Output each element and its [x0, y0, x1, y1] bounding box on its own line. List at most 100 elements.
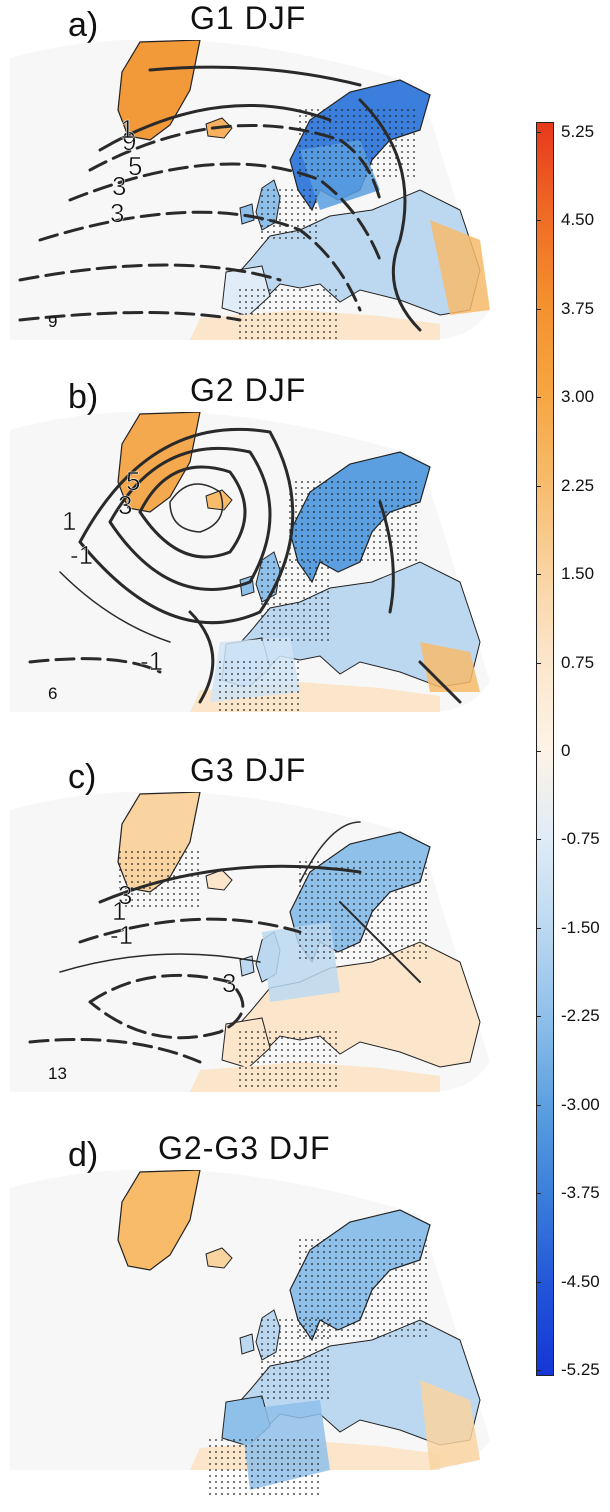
stipple-dot: [209, 1457, 211, 1459]
stipple-dot: [407, 1251, 409, 1253]
slp-contour: [59, 953, 261, 973]
stipple-dot: [273, 709, 275, 711]
stipple-dot: [279, 667, 281, 669]
stipple-dot: [347, 121, 349, 123]
stipple-dot: [343, 529, 345, 531]
stipple-dot: [343, 541, 345, 543]
stipple-dot: [285, 579, 287, 581]
stipple-dot: [245, 325, 247, 327]
stipple-dot: [383, 1281, 385, 1283]
stipple-dot: [299, 1469, 301, 1471]
stipple-dot: [311, 127, 313, 129]
stipple-dot: [273, 1379, 275, 1381]
stipple-dot: [321, 1379, 323, 1381]
stipple-dot: [395, 1287, 397, 1289]
stipple-dot: [323, 897, 325, 899]
stipple-dot: [311, 1311, 313, 1313]
stipple-dot: [329, 1073, 331, 1075]
stipple-dot: [299, 295, 301, 297]
stipple-dot: [371, 1269, 373, 1271]
stipple-dot: [279, 1367, 281, 1369]
stipple-dot: [391, 481, 393, 483]
stipple-dot: [307, 547, 309, 549]
stipple-dot: [335, 295, 337, 297]
stipple-dot: [291, 225, 293, 227]
stipple-dot: [407, 1239, 409, 1241]
stipple-dot: [267, 201, 269, 203]
stipple-dot: [215, 1469, 217, 1471]
stipple-dot: [279, 709, 281, 711]
stipple-dot: [293, 1055, 295, 1057]
stipple-dot: [323, 1085, 325, 1087]
stipple-dot: [287, 325, 289, 327]
stipple-dot: [245, 307, 247, 309]
stipple-dot: [291, 667, 293, 669]
stipple-dot: [281, 337, 283, 339]
stipple-dot: [327, 1355, 329, 1357]
stipple-dot: [341, 951, 343, 953]
stipple-dot: [379, 511, 381, 513]
stipple-dot: [249, 685, 251, 687]
stipple-dot: [317, 909, 319, 911]
stipple-dot: [317, 891, 319, 893]
stipple-dot: [365, 1335, 367, 1337]
stipple-dot: [371, 891, 373, 893]
stipple-dot: [303, 585, 305, 587]
stipple-dot: [347, 1245, 349, 1247]
stipple-dot: [365, 897, 367, 899]
stipple-dot: [173, 851, 175, 853]
stipple-dot: [329, 1079, 331, 1081]
stipple-dot: [185, 857, 187, 859]
stipple-dot: [125, 881, 127, 883]
stipple-dot: [349, 529, 351, 531]
stipple-dot: [371, 945, 373, 947]
stipple-dot: [287, 319, 289, 321]
stipple-dot: [279, 591, 281, 593]
stipple-dot: [299, 151, 301, 153]
stipple-dot: [395, 1329, 397, 1331]
stipple-dot: [311, 1475, 313, 1477]
stipple-dot: [359, 121, 361, 123]
stipple-dot: [353, 909, 355, 911]
stipple-dot: [225, 679, 227, 681]
stipple-dot: [309, 189, 311, 191]
stipple-dot: [251, 337, 253, 339]
stipple-dot: [373, 505, 375, 507]
stipple-dot: [407, 957, 409, 959]
stipple-dot: [299, 1061, 301, 1063]
stipple-dot: [311, 157, 313, 159]
stipple-dot: [413, 133, 415, 135]
contour-label: 3: [112, 171, 126, 201]
stipple-dot: [379, 553, 381, 555]
stipple-dot: [137, 905, 139, 907]
stipple-dot: [383, 1275, 385, 1277]
stipple-dot: [353, 1299, 355, 1301]
stipple-dot: [275, 1439, 277, 1441]
stipple-dot: [367, 499, 369, 501]
stipple-dot: [347, 1323, 349, 1325]
stipple-dot: [179, 869, 181, 871]
stipple-dot: [383, 1305, 385, 1307]
stipple-dot: [309, 219, 311, 221]
stipple-dot: [401, 1275, 403, 1277]
stipple-dot: [251, 1487, 253, 1489]
stipple-dot: [329, 289, 331, 291]
stipple-dot: [239, 1445, 241, 1447]
stipple-dot: [323, 325, 325, 327]
stipple-dot: [273, 1337, 275, 1339]
stipple-dot: [287, 1475, 289, 1477]
stipple-dot: [233, 1469, 235, 1471]
stipple-dot: [353, 169, 355, 171]
stipple-dot: [161, 863, 163, 865]
stipple-dot: [307, 529, 309, 531]
stipple-dot: [267, 561, 269, 563]
stipple-dot: [221, 1463, 223, 1465]
stipple-dot: [371, 897, 373, 899]
stipple-dot: [125, 905, 127, 907]
stipple-dot: [297, 679, 299, 681]
stipple-dot: [275, 1043, 277, 1045]
stipple-dot: [305, 1493, 307, 1495]
stipple-dot: [335, 151, 337, 153]
stipple-dot: [299, 1043, 301, 1045]
stipple-dot: [341, 921, 343, 923]
